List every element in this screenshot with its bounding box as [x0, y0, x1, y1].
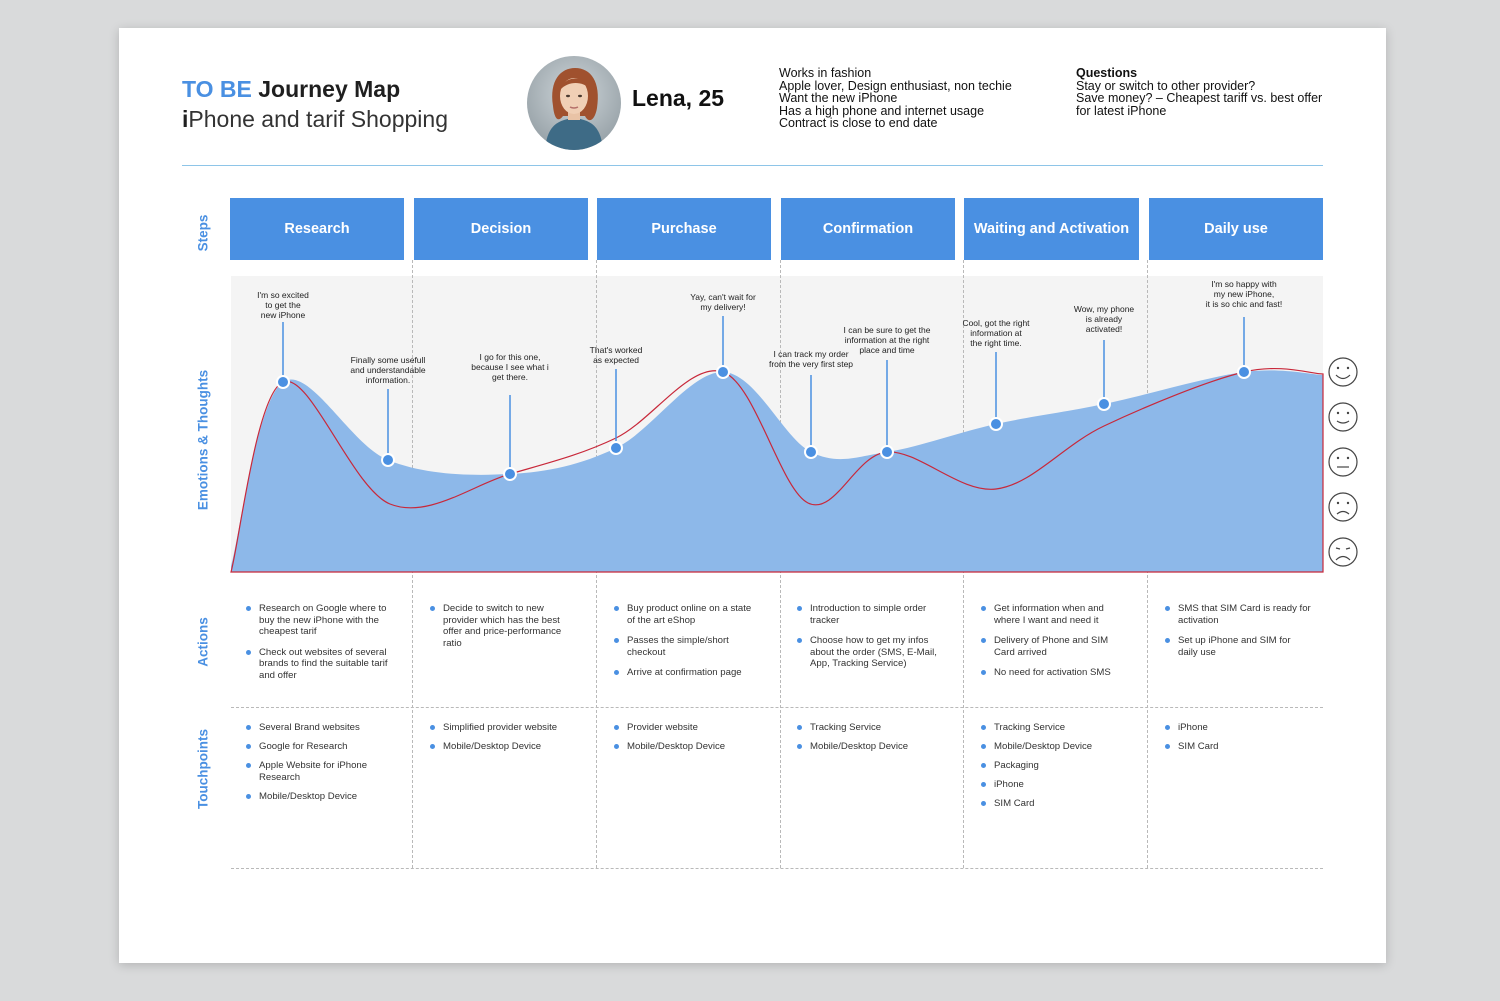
touchpoints-waiting: Tracking Service Mobile/Desktop Device P…	[980, 722, 1130, 817]
step-purchase: Purchase	[597, 198, 771, 260]
emotion-point	[716, 365, 730, 379]
actions-purchase: Buy product online on a state of the art…	[613, 603, 761, 688]
list-item: Check out websites of several brands to …	[245, 647, 395, 682]
emotion-point	[804, 445, 818, 459]
list-item: Several Brand websites	[245, 722, 395, 734]
list-item: Google for Research	[245, 741, 395, 753]
emotion-scale	[1328, 357, 1358, 567]
page-title: TO BE Journey Map	[182, 76, 400, 103]
persona-facts: Works in fashion Apple lover, Design ent…	[779, 67, 1012, 130]
thought-text: I can be sure to get the information at …	[843, 325, 931, 355]
list-item: Simplified provider website	[429, 722, 579, 734]
list-item: Provider website	[613, 722, 763, 734]
emotion-point	[880, 445, 894, 459]
very-sad-face-icon	[1328, 537, 1358, 567]
thought-text: I'm so excited to get the new iPhone	[257, 290, 309, 320]
list-item: iPhone	[1164, 722, 1314, 734]
list-item: Mobile/Desktop Device	[613, 741, 763, 753]
list-item: Apple Website for iPhone Research	[245, 760, 395, 783]
touchpoints-purchase: Provider website Mobile/Desktop Device	[613, 722, 763, 760]
list-item: iPhone	[980, 779, 1130, 791]
actions-waiting: Get information when and where I want an…	[980, 603, 1128, 688]
list-item: Buy product online on a state of the art…	[613, 603, 761, 626]
persona-questions: Questions Stay or switch to other provid…	[1076, 67, 1326, 117]
thought-text: That's worked as expected	[589, 345, 643, 365]
list-item: Mobile/Desktop Device	[429, 741, 579, 753]
list-item: Decide to switch to new provider which h…	[429, 603, 577, 649]
touchpoints-confirmation: Tracking Service Mobile/Desktop Device	[796, 722, 946, 760]
title-rest: Journey Map	[258, 76, 401, 102]
list-item: Mobile/Desktop Device	[245, 791, 395, 803]
very-happy-face-icon	[1328, 357, 1358, 387]
persona-avatar	[527, 56, 621, 150]
list-item: Get information when and where I want an…	[980, 603, 1128, 626]
thought-text: Cool, got the right information at the r…	[962, 318, 1030, 348]
touchpoints-research: Several Brand websites Google for Resear…	[245, 722, 395, 810]
emotion-point	[989, 417, 1003, 431]
list-item: Packaging	[980, 760, 1130, 772]
emotion-point	[381, 453, 395, 467]
actions-decision: Decide to switch to new provider which h…	[429, 603, 577, 658]
step-daily-use: Daily use	[1149, 198, 1323, 260]
list-item: Set up iPhone and SIM for daily use	[1164, 635, 1312, 658]
persona-fact: Works in fashion	[779, 66, 872, 80]
emotion-line	[230, 367, 1324, 573]
step-waiting-activation: Waiting and Activation	[964, 198, 1139, 260]
list-item: SIM Card	[1164, 741, 1314, 753]
list-item: Research on Google where to buy the new …	[245, 603, 395, 638]
list-item: SIM Card	[980, 798, 1130, 810]
subtitle-bold: i	[182, 106, 189, 132]
question: Save money? – Cheapest tariff vs. best o…	[1076, 91, 1323, 118]
list-item: Mobile/Desktop Device	[796, 741, 946, 753]
thought-text: I'm so happy with my new iPhone, it is s…	[1205, 279, 1283, 309]
question: Stay or switch to other provider?	[1076, 78, 1256, 93]
list-item: SMS that SIM Card is ready for activatio…	[1164, 603, 1312, 626]
persona-fact: Contract is close to end date	[779, 116, 938, 130]
questions-heading: Questions	[1076, 66, 1138, 80]
persona-fact: Apple lover, Design enthusiast, non tech…	[779, 78, 1012, 93]
sad-face-icon	[1328, 492, 1358, 522]
touchpoints-daily-use: iPhone SIM Card	[1164, 722, 1314, 760]
emotion-area	[231, 370, 1323, 572]
touchpoints-decision: Simplified provider website Mobile/Deskt…	[429, 722, 579, 760]
emotion-point	[1237, 365, 1251, 379]
list-item: Choose how to get my infos about the ord…	[796, 635, 944, 670]
neutral-face-icon	[1328, 447, 1358, 477]
emotion-point	[276, 375, 290, 389]
step-decision: Decision	[414, 198, 588, 260]
actions-daily-use: SMS that SIM Card is ready for activatio…	[1164, 603, 1312, 667]
list-item: Passes the simple/short checkout	[613, 635, 761, 658]
thought-text: Wow, my phone is already activated!	[1073, 304, 1135, 334]
emotion-point	[503, 467, 517, 481]
emotion-point	[1097, 397, 1111, 411]
happy-face-icon	[1328, 402, 1358, 432]
list-item: Tracking Service	[796, 722, 946, 734]
row-separator	[231, 707, 1323, 708]
persona-fact: Has a high phone and internet usage	[779, 103, 985, 118]
page-subtitle: iPhone and tarif Shopping	[182, 106, 448, 133]
list-item: No need for activation SMS	[980, 667, 1128, 679]
emotion-point	[609, 441, 623, 455]
subtitle-rest: Phone and tarif Shopping	[188, 106, 448, 132]
list-item: Mobile/Desktop Device	[980, 741, 1130, 753]
thought-text: Yay, can't wait for my delivery!	[690, 292, 756, 312]
actions-confirmation: Introduction to simple order tracker Cho…	[796, 603, 944, 679]
step-confirmation: Confirmation	[781, 198, 955, 260]
thought-text: I go for this one, because I see what i …	[471, 352, 549, 382]
title-accent: TO BE	[182, 76, 252, 102]
actions-research: Research on Google where to buy the new …	[245, 603, 395, 691]
list-item: Delivery of Phone and SIM Card arrived	[980, 635, 1128, 658]
list-item: Introduction to simple order tracker	[796, 603, 944, 626]
persona-name: Lena, 25	[632, 85, 725, 111]
header-divider	[182, 165, 1323, 166]
list-item: Tracking Service	[980, 722, 1130, 734]
thought-text: Finally some usefull and understandable …	[350, 355, 426, 385]
row-separator	[231, 868, 1323, 869]
step-research: Research	[230, 198, 404, 260]
thought-text: I can track my order from the very first…	[768, 349, 854, 369]
persona-fact: Want the new iPhone	[779, 91, 898, 105]
list-item: Arrive at confirmation page	[613, 667, 761, 679]
